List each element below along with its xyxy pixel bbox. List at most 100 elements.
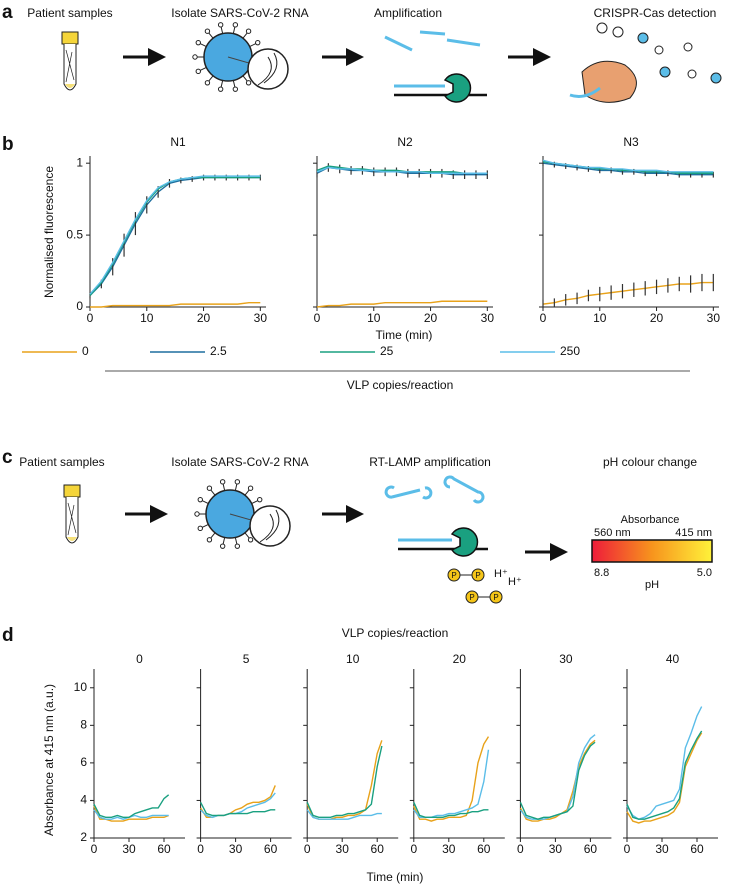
data-line [316,300,488,308]
x-tick-label: 30 [655,842,669,856]
spike-head [217,86,224,92]
spike [242,75,248,82]
spike [244,532,250,539]
y-tick-label: 0.5 [66,227,83,241]
rna [259,509,280,543]
legend-title: VLP copies/reaction [347,378,454,392]
step-label: pH colour change [603,455,697,469]
spike [208,75,214,82]
spike [210,489,216,496]
scale-label: 560 nm [594,527,631,539]
data-line [519,739,596,822]
spike-head [219,479,226,485]
x-tick-label: 30 [229,842,243,856]
x-tick-label: 10 [593,311,607,325]
x-axis-label: Time (min) [376,328,433,342]
spike [249,43,257,48]
amplification-icon [384,30,487,103]
data-line [200,792,276,819]
spike [251,500,259,505]
spike-head [232,22,239,28]
spike-head [195,68,201,75]
data-line [89,175,261,295]
data-line [90,301,261,308]
data-line [306,740,383,820]
legend-label: 2.5 [210,344,227,358]
step-label: Amplification [374,6,442,20]
ion-label: H⁺ [508,576,522,588]
x-tick-label: 60 [477,842,491,856]
spike-head [197,496,203,503]
ion-label: H⁺ [494,568,508,580]
chart-title: N1 [170,135,186,149]
spike [220,26,224,34]
data-line [626,732,703,824]
x-tick-label: 30 [336,842,350,856]
y-tick-label: 8 [80,718,87,732]
x-tick-label: 30 [442,842,456,856]
spike-head [245,80,252,86]
scale-label: 415 nm [675,527,712,539]
spike-head [217,22,224,28]
spike [232,80,236,88]
x-tick-label: 10 [140,311,154,325]
spike [222,537,226,545]
panel-label: c [2,447,13,468]
chart-title: 40 [666,652,680,666]
spike-head [255,39,261,46]
spike-head [247,485,254,491]
data-line [413,749,490,819]
ph-scale [591,539,713,563]
data-line [93,794,170,819]
x-tick-label: 0 [314,311,321,325]
data-line [542,159,714,173]
spike-head [197,525,203,532]
spike-head [204,80,211,86]
spike [242,32,248,39]
spike [208,32,214,39]
scale-label: 8.8 [594,567,609,579]
x-tick-label: 30 [549,842,563,856]
data-line [519,741,596,820]
spike-head [257,496,263,503]
step-label: Isolate SARS-CoV-2 RNA [171,455,308,469]
scale-label: pH [645,579,659,591]
x-axis-label: Time (min) [367,870,424,884]
phosphate-label: P [493,593,498,602]
spike [201,523,209,528]
legend-label: 25 [380,344,394,358]
x-tick-label: 10 [367,311,381,325]
x-tick-label: 20 [424,311,438,325]
spike-head [194,511,200,517]
data-line [89,176,261,296]
panel-label: a [2,2,13,23]
scale-title: Absorbance [621,514,680,526]
chart-title: 10 [346,652,360,666]
spike-head [204,28,211,34]
spike-head [234,479,241,485]
chart-title: 20 [453,652,467,666]
spike-head [206,537,213,543]
scale-label: 5.0 [697,567,712,579]
spike-head [234,543,241,549]
step-label: CRISPR-Cas detection [594,6,717,20]
rna [257,52,278,86]
data-line [316,166,488,174]
spike-head [219,543,226,549]
step-label: Patient samples [19,455,104,469]
data-line [626,730,703,820]
panel-title: VLP copies/reaction [342,626,449,640]
data-line [542,162,714,176]
y-tick-label: 10 [74,680,88,694]
spike-head [245,28,252,34]
lamp-icon [384,475,503,604]
spike-head [247,537,254,543]
y-tick-label: 0 [76,299,83,313]
spike [222,483,226,491]
virus-icon [192,22,289,92]
y-tick-label: 6 [80,755,87,769]
data-line [413,802,489,819]
data-line [306,809,382,820]
data-line [306,745,383,819]
